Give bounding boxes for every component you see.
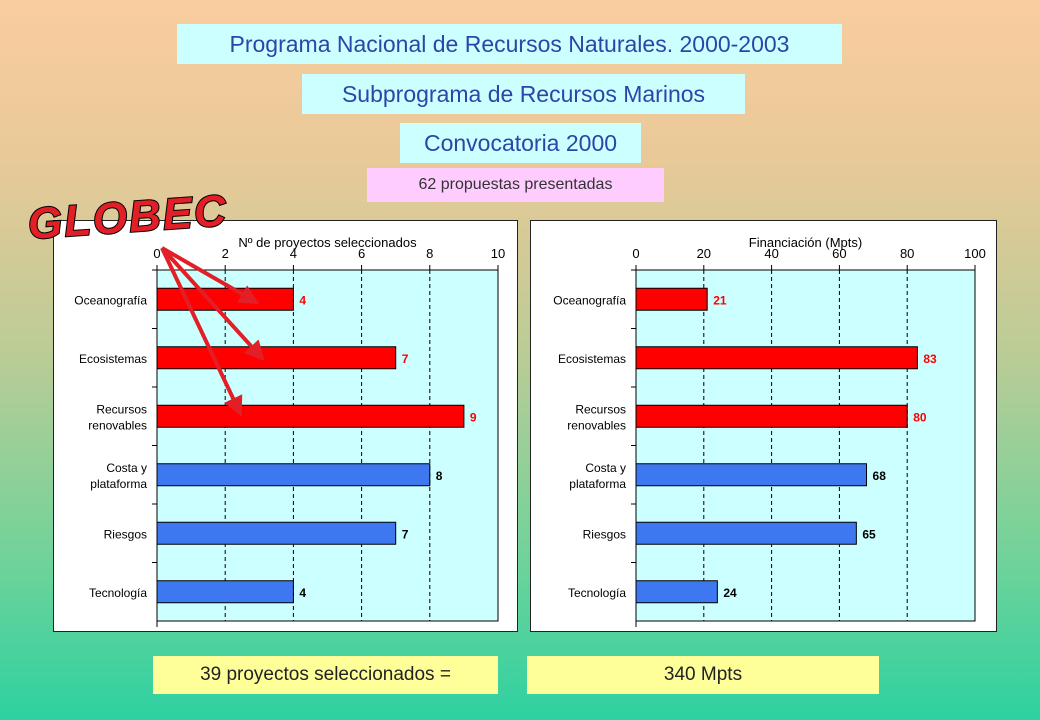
bar-1 <box>156 287 294 311</box>
chart-title: Financiación (Mpts) <box>749 235 862 250</box>
data-label: 7 <box>402 352 409 366</box>
bar-5 <box>156 521 397 545</box>
category-label: plataforma <box>90 477 147 491</box>
funding-total-box: 340 Mpts <box>527 656 879 694</box>
chart-funding: Financiación (Mpts) 0 20 40 60 80 100 21 Oceanog… <box>553 235 986 627</box>
bar-4 <box>635 463 868 487</box>
data-label: 80 <box>913 410 927 424</box>
x-tick-label: 0 <box>632 246 639 261</box>
x-tick-label: 80 <box>900 246 914 261</box>
plot-area <box>635 269 976 622</box>
category-label: Recursos <box>96 402 147 416</box>
bar-5 <box>635 521 857 545</box>
x-tick-label: 10 <box>491 246 505 261</box>
x-tick-label: 60 <box>832 246 846 261</box>
category-label: plataforma <box>569 477 626 491</box>
data-label: 24 <box>723 586 737 600</box>
bar-2 <box>635 346 918 370</box>
data-label: 65 <box>862 527 876 541</box>
data-label: 9 <box>470 410 477 424</box>
data-label: 4 <box>299 293 306 307</box>
bar-4 <box>156 463 431 487</box>
chart-funding-panel: Financiación (Mpts) 0 20 40 60 80 100 21 Oceanog… <box>530 220 997 632</box>
category-label: Ecosistemas <box>558 352 626 366</box>
category-label: Costa y <box>585 461 626 475</box>
category-label: Recursos <box>575 402 626 416</box>
data-label: 4 <box>299 586 306 600</box>
category-label: renovables <box>567 418 626 432</box>
data-label: 68 <box>873 469 887 483</box>
x-tick-label: 4 <box>290 246 297 261</box>
x-tick-label: 40 <box>764 246 778 261</box>
category-label: Oceanografía <box>553 293 626 307</box>
data-label: 7 <box>402 527 409 541</box>
x-tick-label: 8 <box>426 246 433 261</box>
data-label: 21 <box>713 293 727 307</box>
chart-projects: Nº de proyectos seleccionados 0 2 4 6 8 10 4 Oce… <box>74 235 505 627</box>
data-label: 8 <box>436 469 443 483</box>
bar-6 <box>156 580 294 604</box>
subprogram-label: Subprograma de Recursos Marinos <box>302 74 745 114</box>
chart-projects-panel: Nº de proyectos seleccionados 0 2 4 6 8 10 4 Oce… <box>53 220 518 632</box>
plot-area <box>156 269 499 622</box>
call-label: Convocatoria 2000 <box>400 123 641 163</box>
proposals-badge: 62 propuestas presentadas <box>367 168 664 202</box>
bar-3 <box>635 404 908 428</box>
x-tick-label: 20 <box>697 246 711 261</box>
chart-title: Nº de proyectos seleccionados <box>238 235 417 250</box>
x-tick-label: 2 <box>222 246 229 261</box>
category-label: Riesgos <box>583 527 626 541</box>
x-tick-label: 6 <box>358 246 365 261</box>
category-label: Riesgos <box>104 527 147 541</box>
bar-1 <box>635 287 708 311</box>
category-label: Oceanografía <box>74 293 147 307</box>
category-label: renovables <box>88 418 147 432</box>
selected-projects-box: 39 proyectos seleccionados = <box>153 656 498 694</box>
category-label: Tecnología <box>89 586 147 600</box>
x-tick-label: 0 <box>153 246 160 261</box>
page-title: Programa Nacional de Recursos Naturales.… <box>177 24 842 64</box>
category-label: Costa y <box>106 461 147 475</box>
bar-3 <box>156 404 465 428</box>
category-label: Tecnología <box>568 586 626 600</box>
category-label: Ecosistemas <box>79 352 147 366</box>
bar-2 <box>156 346 397 370</box>
x-tick-label: 100 <box>964 246 986 261</box>
bar-6 <box>635 580 718 604</box>
data-label: 83 <box>923 352 937 366</box>
